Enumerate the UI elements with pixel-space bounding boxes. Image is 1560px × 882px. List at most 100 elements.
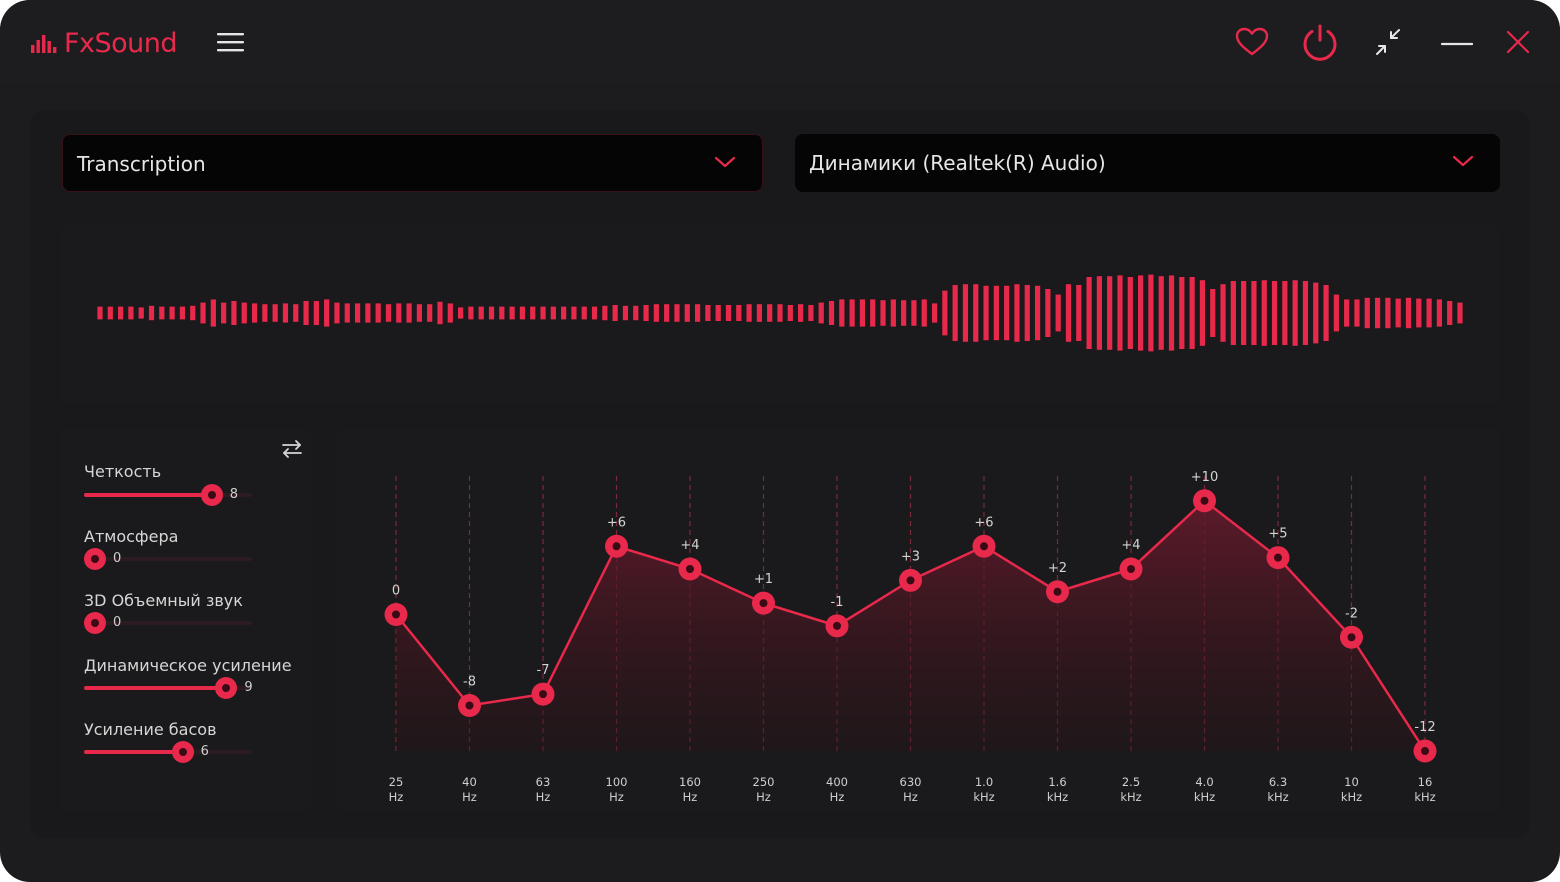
- menu-button[interactable]: [216, 30, 246, 54]
- power-button[interactable]: [1300, 22, 1340, 62]
- visualizer-bar: [1220, 284, 1226, 342]
- effect-bass-boost-knob[interactable]: [171, 741, 194, 763]
- visualizer-bar: [324, 299, 330, 327]
- visualizer-bar: [118, 306, 124, 320]
- visualizer-bar: [736, 305, 742, 321]
- visualizer-bar: [746, 304, 752, 322]
- visualizer-bar: [1127, 277, 1133, 349]
- effect-clarity-slider[interactable]: [84, 493, 252, 497]
- visualizer-bar: [1065, 284, 1072, 342]
- visualizer-bar: [128, 306, 134, 320]
- minimize-icon: [1440, 42, 1473, 46]
- visualizer-bar: [787, 305, 793, 321]
- visualizer-bar: [901, 300, 907, 326]
- visualizer-bar: [1416, 298, 1422, 328]
- visualizer-bar: [385, 304, 392, 322]
- visualizer-bar: [962, 284, 969, 342]
- visualizer-bar: [952, 285, 958, 341]
- visualizer-bar: [849, 299, 855, 327]
- effect-dynamic-boost-slider[interactable]: [84, 686, 252, 690]
- minimize-button[interactable]: [1436, 22, 1476, 62]
- visualizer-bar: [478, 306, 484, 320]
- effect-dynamic-boost-knob[interactable]: [215, 677, 238, 699]
- visualizer-bar: [1395, 298, 1401, 328]
- eq-band-unit-label: kHz: [1047, 790, 1068, 804]
- visualizer-bar: [303, 301, 309, 325]
- eq-band-unit-label: Hz: [389, 790, 404, 804]
- visualizer-bar: [97, 306, 103, 320]
- visualizer-bar: [190, 305, 196, 321]
- visualizer-bar: [1138, 275, 1144, 351]
- effect-ambience-label: Атмосфера: [84, 527, 179, 546]
- visualizer-bar: [200, 302, 206, 324]
- effect-clarity-value: 8: [229, 487, 239, 502]
- effect-dynamic-boost-label: Динамическое усиление: [84, 656, 292, 675]
- visualizer-bar: [808, 305, 814, 321]
- eq-band-unit-label: Hz: [462, 790, 477, 804]
- eq-band-gain-label: +6: [974, 515, 993, 530]
- title-bar: FxSound: [0, 0, 1560, 84]
- eq-band-frequency-label: 160: [679, 775, 701, 789]
- effect-ambience-slider[interactable]: [84, 557, 252, 561]
- eq-band-gain-label: -8: [463, 675, 476, 690]
- effect-surround-slider[interactable]: [84, 621, 252, 625]
- preset-selected-value: Transcription: [77, 152, 206, 176]
- eq-band-gain-label: +1: [754, 572, 773, 587]
- eq-band-frequency-label: 63: [536, 775, 551, 789]
- hamburger-menu-icon: [217, 33, 244, 52]
- visualizer-bar: [159, 306, 165, 320]
- visualizer-bar: [1096, 276, 1102, 350]
- audio-visualizer: [60, 224, 1500, 404]
- visualizer-bar: [107, 306, 113, 320]
- effect-clarity-knob[interactable]: [200, 484, 223, 506]
- visualizer-bar: [890, 299, 896, 327]
- compact-view-button[interactable]: [1368, 22, 1408, 62]
- visualizer-bar: [777, 304, 783, 322]
- visualizer-bar: [1189, 277, 1195, 349]
- visualizer-bar: [798, 304, 804, 322]
- eq-band-unit-label: Hz: [903, 790, 918, 804]
- eq-band-unit-label: Hz: [536, 790, 551, 804]
- visualizer-bar: [499, 306, 505, 320]
- visualizer-bar: [839, 299, 845, 327]
- visualizer-bar: [767, 304, 773, 322]
- app-logo: FxSound: [30, 26, 178, 60]
- swap-button[interactable]: [280, 438, 304, 460]
- effect-bass-boost-slider[interactable]: [84, 750, 252, 754]
- effect-ambience-knob[interactable]: [84, 548, 106, 570]
- preset-dropdown[interactable]: Transcription: [62, 134, 763, 192]
- eq-band-knob-center: [1127, 565, 1135, 573]
- visualizer-bar: [375, 303, 381, 323]
- visualizer-bar: [911, 300, 917, 326]
- visualizer-bar: [396, 303, 402, 323]
- effect-surround-knob[interactable]: [84, 612, 106, 634]
- close-button[interactable]: [1498, 22, 1538, 62]
- visualizer-bars: [97, 274, 1463, 352]
- equalizer-logo-icon: [31, 35, 57, 53]
- visualizer-bar: [1148, 274, 1154, 352]
- eq-band-unit-label: kHz: [1120, 790, 1141, 804]
- visualizer-bar: [1292, 280, 1298, 346]
- eq-band-gain-label: +10: [1191, 470, 1218, 485]
- visualizer-bar: [725, 305, 732, 321]
- favorite-button[interactable]: [1232, 22, 1272, 62]
- visualizer-bar: [571, 306, 577, 320]
- visualizer-bar: [581, 306, 587, 320]
- output-device-dropdown[interactable]: Динамики (Realtek(R) Audio): [795, 134, 1500, 192]
- visualizer-bar: [437, 301, 443, 325]
- visualizer-bar: [231, 301, 237, 325]
- eq-band-frequency-label: 4.0: [1195, 775, 1213, 789]
- visualizer-bar: [591, 306, 598, 320]
- visualizer-bar: [859, 299, 866, 327]
- visualizer-bar: [1158, 276, 1164, 350]
- eq-band-knob-center: [392, 610, 400, 619]
- effect-clarity-fill: [84, 493, 212, 497]
- eq-band-frequency-label: 1.0: [975, 775, 993, 789]
- visualizer-bar: [1344, 299, 1350, 327]
- eq-band-unit-label: kHz: [973, 790, 994, 804]
- visualizer-bar: [169, 306, 175, 320]
- visualizer-bar: [1210, 289, 1216, 337]
- visualizer-bar: [1024, 285, 1030, 341]
- output-device-selected-value: Динамики (Realtek(R) Audio): [809, 151, 1106, 175]
